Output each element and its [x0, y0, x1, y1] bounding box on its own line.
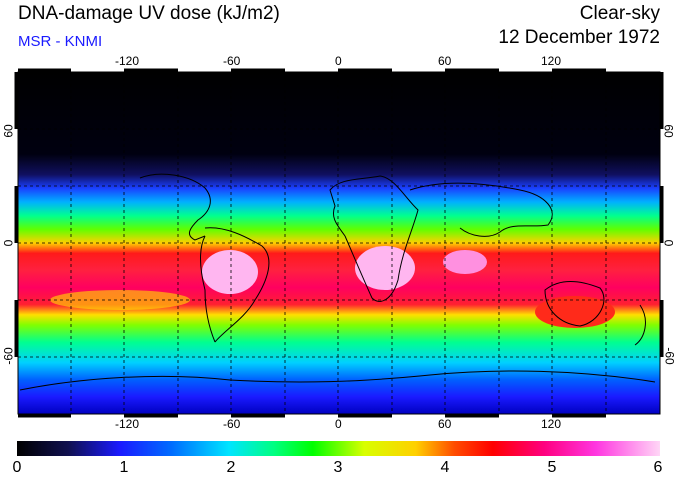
lat-tick-left: -60	[1, 347, 16, 365]
map-date: 12 December 1972	[498, 27, 660, 48]
lon-tick-top: -60	[223, 54, 241, 68]
colorbar-label: 3	[333, 459, 343, 476]
map-frame	[17, 71, 661, 415]
sky-condition: Clear-sky	[579, 3, 660, 24]
graticule	[18, 72, 660, 414]
coastlines	[19, 173, 656, 391]
lon-tick-bottom: -120	[115, 417, 140, 431]
lon-tick-top: 120	[541, 54, 562, 68]
colorbar-label: 0	[12, 459, 22, 476]
lat-tick-left: 60	[1, 124, 16, 138]
lon-tick-top: 0	[335, 54, 342, 68]
colorbar-label: 6	[653, 459, 663, 476]
lon-tick-bottom: 120	[541, 417, 562, 431]
frame-ticks	[14, 68, 664, 418]
lat-tick-left: 0	[1, 239, 16, 247]
lon-tick-bottom: -60	[223, 417, 241, 431]
lon-tick-bottom: 0	[335, 417, 342, 431]
source-label: MSR - KNMI	[18, 33, 103, 50]
colorbar-label: 5	[547, 459, 557, 476]
lon-tick-top: 60	[438, 54, 452, 68]
colorbar-label: 4	[440, 459, 450, 476]
colorbar-label: 2	[226, 459, 236, 476]
color-scale-bar	[17, 441, 660, 456]
lat-tick-right: -60	[662, 347, 677, 365]
lon-tick-top: -120	[115, 54, 140, 68]
colorbar-label: 1	[119, 459, 129, 476]
lat-tick-right: 0	[661, 239, 676, 247]
uv-dose-map	[14, 68, 664, 418]
chart-title: DNA-damage UV dose (kJ/m2)	[18, 3, 280, 24]
lat-tick-right: 60	[661, 124, 676, 138]
lon-tick-bottom: 60	[438, 417, 452, 431]
